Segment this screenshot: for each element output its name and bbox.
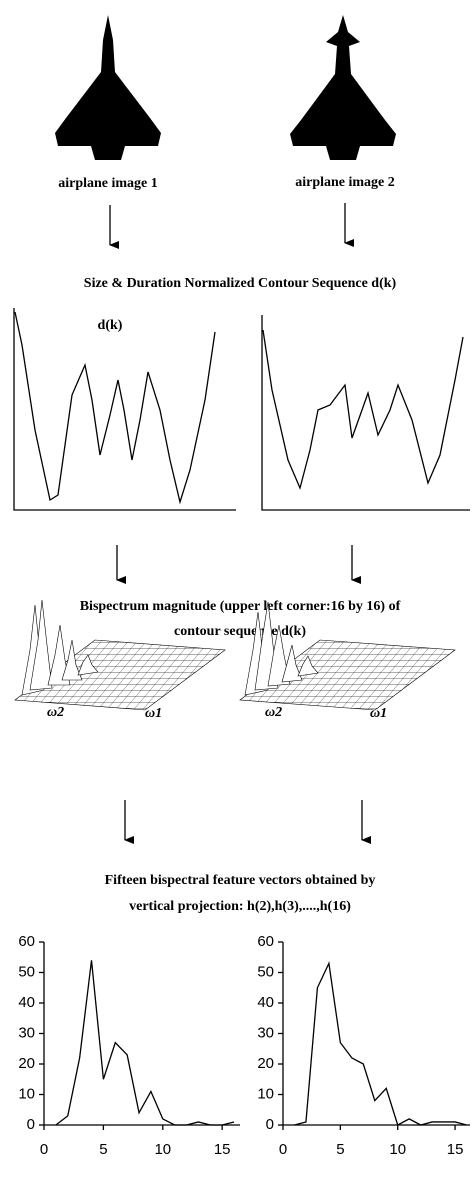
- y-tick-label: 40: [257, 994, 274, 1011]
- axes: [13, 308, 236, 511]
- x-tick-label: 0: [279, 1141, 287, 1158]
- axis-label: ω2: [47, 705, 64, 720]
- axis-label: ω1: [370, 706, 387, 721]
- contour-line: [262, 329, 464, 490]
- data-line: [55, 960, 235, 1126]
- heading: contour sequence d(k): [174, 624, 306, 639]
- y-tick-label: 0: [266, 1116, 274, 1133]
- x-tick-label: 10: [154, 1141, 171, 1158]
- y-tick-label: 0: [27, 1116, 35, 1133]
- data-line: [294, 961, 467, 1126]
- axis-label: d(k): [98, 318, 123, 333]
- y-tick-label: 40: [18, 994, 35, 1011]
- x-tick-label: 5: [336, 1141, 344, 1158]
- heading: vertical projection: h(2),h(3),....,h(16…: [129, 899, 351, 914]
- image-label: airplane image 2: [295, 175, 395, 190]
- y-tick-label: 20: [257, 1055, 274, 1072]
- heading: Size & Duration Normalized Contour Seque…: [84, 276, 397, 291]
- y-tick-label: 30: [18, 1024, 35, 1041]
- y-tick-label: 50: [18, 963, 35, 980]
- contour-line: [14, 311, 216, 505]
- airplane-1: [55, 15, 161, 160]
- airplane-2: [290, 15, 396, 160]
- y-tick-label: 10: [257, 1085, 274, 1102]
- axis-label: ω2: [265, 705, 282, 720]
- surface: [14, 599, 226, 711]
- y-tick-label: 50: [257, 963, 274, 980]
- surface: [239, 601, 456, 711]
- axes: [261, 315, 470, 511]
- x-tick-label: 10: [389, 1141, 406, 1158]
- image-label: airplane image 1: [58, 176, 158, 191]
- y-tick-label: 10: [18, 1085, 35, 1102]
- axis-label: ω1: [145, 706, 162, 721]
- x-tick-label: 15: [447, 1141, 464, 1158]
- x-tick-label: 15: [214, 1141, 231, 1158]
- y-tick-label: 30: [257, 1024, 274, 1041]
- x-tick-label: 5: [99, 1141, 107, 1158]
- x-tick-label: 0: [40, 1141, 48, 1158]
- y-tick-label: 60: [257, 933, 274, 950]
- y-tick-label: 60: [18, 933, 35, 950]
- heading: Bispectrum magnitude (upper left corner:…: [80, 599, 401, 614]
- heading: Fifteen bispectral feature vectors obtai…: [105, 873, 376, 888]
- y-tick-label: 20: [18, 1055, 35, 1072]
